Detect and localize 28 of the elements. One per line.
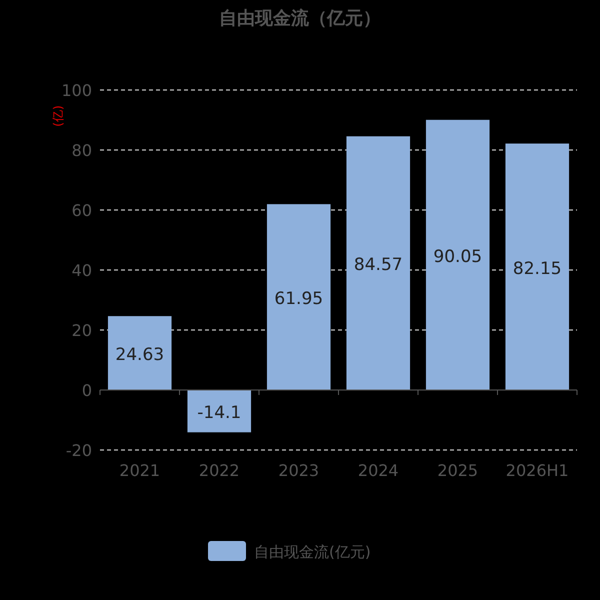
data-label: -14.1: [197, 403, 242, 424]
bar: [426, 120, 490, 390]
bar: [108, 316, 172, 390]
y-tick-label: 0: [82, 381, 92, 400]
y-tick-label: 40: [72, 261, 92, 280]
legend-label: 自由现金流(亿元): [254, 543, 371, 561]
y-tick-label: 100: [61, 81, 92, 100]
data-label: 61.95: [274, 289, 324, 310]
data-label: 84.57: [354, 255, 403, 276]
y-tick-label: 20: [72, 321, 92, 340]
bar: [346, 136, 410, 390]
y-tick-label: -20: [66, 441, 92, 460]
x-tick-label: 2022: [198, 461, 240, 480]
chart-title: 自由现金流（亿元）: [219, 8, 381, 29]
y-tick-label: 80: [72, 141, 92, 160]
data-label: 82.15: [512, 258, 562, 279]
y-tick-label: 60: [72, 201, 92, 220]
x-tick-label: 2021: [119, 461, 160, 480]
data-label: 90.05: [433, 246, 482, 267]
x-tick-label: 2023: [278, 461, 320, 480]
bar: [505, 144, 570, 390]
x-tick-label: 2024: [358, 461, 399, 480]
x-tick-label: 2026H1: [506, 461, 569, 480]
y-axis-title: (亿): [51, 105, 65, 127]
data-label: 24.63: [115, 345, 164, 366]
x-tick-label: 2025: [437, 461, 478, 480]
bar: [266, 204, 331, 390]
bar: [187, 390, 252, 432]
